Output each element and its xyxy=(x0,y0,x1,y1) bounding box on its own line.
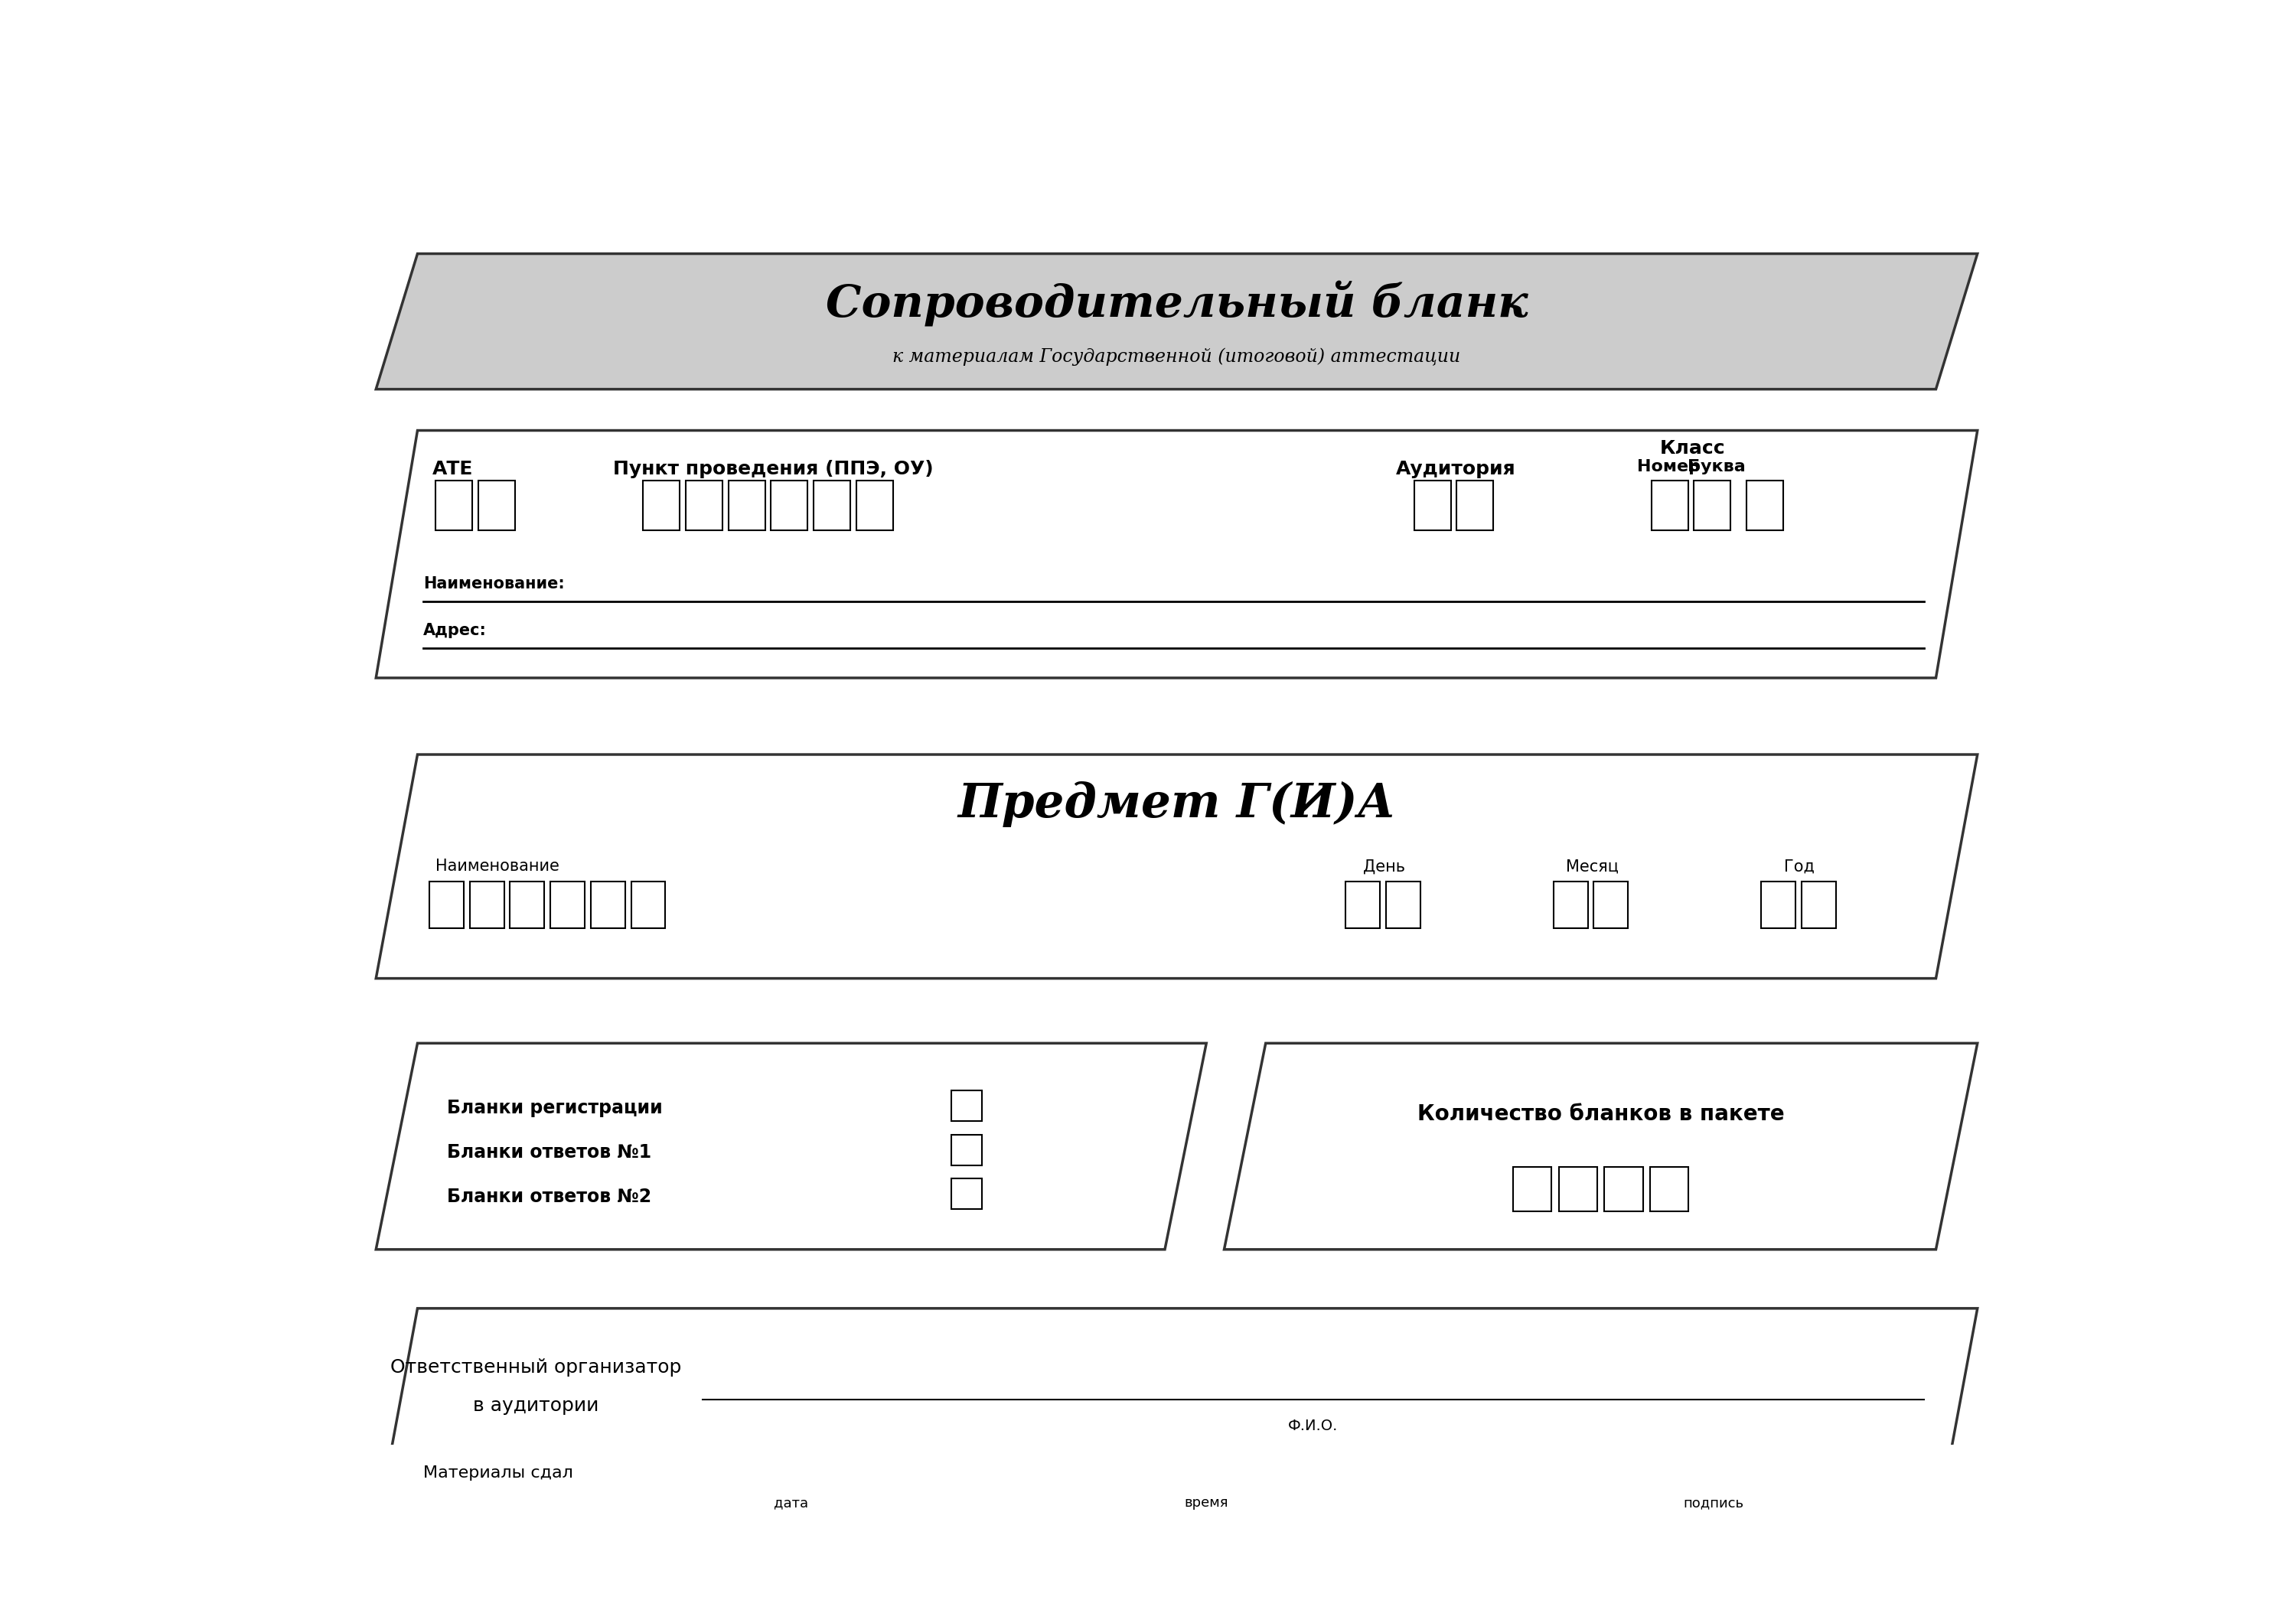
Bar xyxy=(951,1091,983,1121)
Bar xyxy=(590,881,625,928)
Text: подпись: подпись xyxy=(1683,1496,1743,1509)
Text: Наименование: Наименование xyxy=(436,859,560,875)
Text: Ответственный организатор: Ответственный организатор xyxy=(390,1358,682,1376)
Text: Буква: Буква xyxy=(1688,459,1745,474)
Bar xyxy=(1456,480,1492,531)
Bar xyxy=(771,480,808,531)
Text: Пункт проведения (ППЭ, ОУ): Пункт проведения (ППЭ, ОУ) xyxy=(613,459,934,477)
Text: время: время xyxy=(1185,1496,1228,1509)
Polygon shape xyxy=(377,430,1977,678)
Text: Количество бланков в пакете: Количество бланков в пакете xyxy=(1417,1104,1784,1125)
Bar xyxy=(856,480,893,531)
Bar xyxy=(951,1134,983,1165)
Text: Год: Год xyxy=(1784,859,1814,875)
Bar xyxy=(1387,881,1421,928)
Bar xyxy=(631,881,666,928)
Polygon shape xyxy=(377,1308,1977,1532)
Bar xyxy=(1513,1167,1552,1211)
Bar xyxy=(1554,881,1589,928)
Bar xyxy=(1345,881,1380,928)
Bar xyxy=(1651,1167,1688,1211)
Bar xyxy=(643,480,680,531)
Text: Бланки ответов №2: Бланки ответов №2 xyxy=(448,1188,652,1206)
Text: Аудитория: Аудитория xyxy=(1396,459,1515,477)
Bar xyxy=(510,881,544,928)
Bar xyxy=(1761,881,1795,928)
Bar xyxy=(1802,881,1837,928)
Text: Адрес:: Адрес: xyxy=(422,623,487,638)
Bar xyxy=(687,480,723,531)
Bar xyxy=(429,881,464,928)
Text: Сопроводительный бланк: Сопроводительный бланк xyxy=(827,281,1527,326)
Text: Класс: Класс xyxy=(1660,438,1727,458)
Bar xyxy=(1559,1167,1598,1211)
Text: Наименование:: Наименование: xyxy=(422,576,565,591)
Text: Материалы сдал: Материалы сдал xyxy=(422,1466,574,1482)
Polygon shape xyxy=(377,755,1977,979)
Bar xyxy=(478,480,514,531)
Bar xyxy=(471,881,505,928)
Bar xyxy=(1414,480,1451,531)
Text: День: День xyxy=(1364,859,1405,875)
Text: Бланки ответов №1: Бланки ответов №1 xyxy=(448,1143,652,1162)
Text: Ф.И.О.: Ф.И.О. xyxy=(1288,1419,1339,1433)
Bar xyxy=(951,1178,983,1209)
Text: в аудитории: в аудитории xyxy=(473,1396,599,1415)
Bar xyxy=(1745,480,1784,531)
Polygon shape xyxy=(377,253,1977,390)
Bar xyxy=(813,480,850,531)
Bar xyxy=(1605,1167,1644,1211)
Bar xyxy=(436,480,473,531)
Bar xyxy=(1694,480,1731,531)
Text: Бланки регистрации: Бланки регистрации xyxy=(448,1099,664,1117)
Text: к материалам Государственной (итоговой) аттестации: к материалам Государственной (итоговой) … xyxy=(893,347,1460,365)
Bar xyxy=(728,480,765,531)
Text: АТЕ: АТЕ xyxy=(432,459,473,477)
Polygon shape xyxy=(1224,1044,1977,1250)
Bar xyxy=(1651,480,1688,531)
Bar xyxy=(551,881,585,928)
Polygon shape xyxy=(377,1044,1205,1250)
Text: дата: дата xyxy=(774,1496,808,1509)
Text: Месяц: Месяц xyxy=(1566,859,1619,875)
Text: Номер: Номер xyxy=(1637,459,1701,474)
Bar xyxy=(1593,881,1628,928)
Text: Предмет Г(И)А: Предмет Г(И)А xyxy=(957,782,1396,828)
